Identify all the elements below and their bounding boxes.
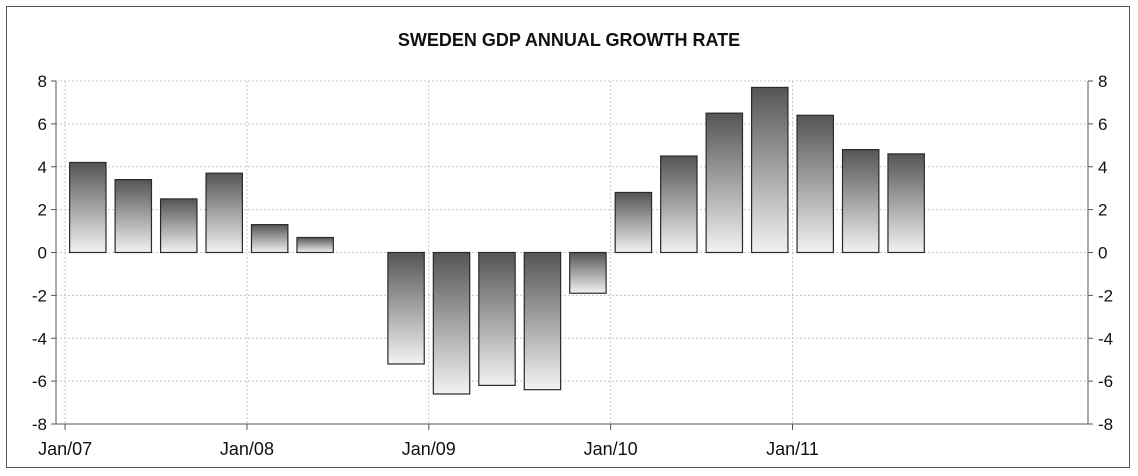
label-layer: -8 -8 -6 -6 -4 -4 -2 -2 0 0 2 2 4 4 6 6 8 8 Jan/07 Jan/08 Ja… <box>32 72 1113 459</box>
axis-layer <box>51 80 1093 430</box>
x-tick-label: Jan/10 <box>584 439 638 459</box>
bar <box>205 172 243 254</box>
y-tick-label-left: 0 <box>38 244 47 263</box>
y-tick-label-right: 4 <box>1098 158 1107 177</box>
y-tick-label-right: -6 <box>1098 372 1113 391</box>
y-tick-label-right: 0 <box>1098 244 1107 263</box>
bar-layer <box>69 86 925 395</box>
y-tick-label-right: 6 <box>1098 115 1107 134</box>
bar <box>841 149 880 254</box>
x-tick-label: Jan/07 <box>38 439 92 459</box>
y-tick-label-right: -4 <box>1098 329 1113 348</box>
y-tick-label-left: 8 <box>38 72 47 91</box>
y-tick-label-left: -4 <box>32 329 47 348</box>
y-tick-label-left: -2 <box>32 286 47 305</box>
bar <box>796 114 835 254</box>
bar <box>387 251 425 365</box>
y-tick-label-right: -2 <box>1098 286 1113 305</box>
bar <box>250 224 289 254</box>
bar <box>432 251 471 395</box>
y-tick-label-left: -6 <box>32 372 47 391</box>
y-tick-label-left: 2 <box>38 201 47 220</box>
bar <box>750 86 789 254</box>
y-tick-label-left: 4 <box>38 158 47 177</box>
bar <box>569 251 607 294</box>
x-tick-label: Jan/11 <box>766 439 819 459</box>
bar <box>69 161 107 254</box>
bar <box>296 236 334 254</box>
bar <box>114 179 153 254</box>
bar <box>660 155 698 254</box>
y-tick-label-left: -8 <box>32 415 47 434</box>
x-tick-label: Jan/08 <box>220 439 274 459</box>
bar <box>705 112 744 254</box>
y-tick-label-right: -8 <box>1098 415 1113 434</box>
y-tick-label-left: 6 <box>38 115 47 134</box>
bar <box>159 198 198 254</box>
bar <box>523 251 562 391</box>
bar <box>478 251 516 387</box>
chart-title: SWEDEN GDP ANNUAL GROWTH RATE <box>398 30 740 50</box>
y-tick-label-right: 2 <box>1098 201 1107 220</box>
x-tick-label: Jan/09 <box>402 439 456 459</box>
bar <box>614 191 653 254</box>
y-tick-label-right: 8 <box>1098 72 1107 91</box>
bar <box>887 153 925 254</box>
